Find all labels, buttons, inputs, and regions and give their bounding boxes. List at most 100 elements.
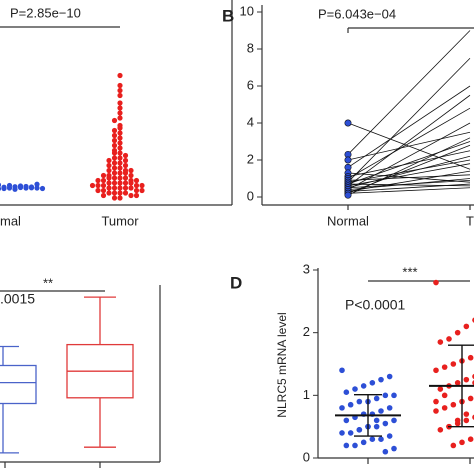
y-tick-label: 8: [247, 40, 254, 55]
point: [111, 150, 118, 156]
point: [39, 185, 46, 192]
point: [117, 100, 123, 106]
point: [386, 373, 393, 380]
x-tick-label: mal: [0, 213, 21, 228]
point: [17, 183, 24, 189]
point: [378, 408, 384, 414]
y-tick-label: 2: [247, 151, 254, 166]
point: [100, 187, 107, 194]
point: [100, 182, 107, 189]
point: [111, 170, 118, 176]
point: [139, 187, 145, 194]
panel-letter: D: [230, 273, 242, 292]
point: [441, 405, 448, 411]
point: [111, 155, 118, 161]
significance: ***: [402, 264, 417, 279]
point: [106, 167, 112, 174]
point: [117, 110, 123, 116]
point: [391, 392, 397, 399]
point: [382, 448, 389, 455]
y-tick-label: 3: [303, 261, 310, 276]
point: [117, 135, 123, 141]
point: [133, 182, 140, 189]
point: [1, 184, 7, 190]
point: [382, 392, 389, 399]
p-value: .0015: [0, 291, 35, 307]
point: [133, 177, 140, 184]
point: [117, 92, 123, 99]
point: [111, 185, 118, 191]
point: [454, 329, 461, 336]
point: [467, 436, 474, 443]
pair-line: [347, 94, 471, 187]
pair-line: [347, 187, 471, 194]
point: [433, 398, 439, 405]
point: [111, 117, 118, 124]
y-tick-label: 0: [303, 449, 310, 464]
point: [100, 172, 107, 179]
point: [437, 386, 444, 392]
point: [34, 185, 40, 191]
point: [117, 82, 123, 89]
point: [339, 367, 345, 374]
point: [391, 445, 397, 452]
pair-line: [347, 163, 471, 187]
point: [117, 175, 123, 181]
point: [463, 376, 470, 383]
x-tick-label: T: [466, 213, 474, 228]
pair-line: [347, 170, 471, 192]
point: [106, 162, 112, 169]
pair-line: [347, 137, 471, 196]
pair-line: [347, 107, 471, 179]
point: [117, 72, 123, 79]
point: [139, 182, 145, 189]
p-value: P=6.043e−04: [318, 6, 396, 21]
pair-line: [347, 30, 471, 155]
point: [111, 180, 118, 186]
point: [343, 442, 350, 449]
point: [360, 383, 367, 389]
point: [117, 180, 123, 186]
significance: **: [43, 275, 53, 290]
y-tick-label: 2: [303, 324, 310, 339]
point: [133, 192, 140, 199]
panel-letter: B: [222, 6, 234, 25]
point: [459, 439, 465, 446]
point: [128, 185, 134, 191]
box: [0, 364, 37, 405]
y-tick-label: 0: [247, 188, 254, 203]
point: [382, 420, 389, 427]
point: [133, 187, 140, 194]
point: [386, 433, 393, 439]
p-value: P<0.0001: [345, 297, 406, 313]
point: [0, 186, 2, 191]
point: [106, 185, 112, 191]
point: [111, 127, 118, 134]
point: [12, 184, 18, 190]
point: [111, 132, 118, 139]
point: [454, 417, 461, 424]
point: [344, 156, 352, 164]
point: [117, 195, 123, 201]
point: [117, 125, 123, 131]
point: [454, 380, 461, 386]
point: [450, 361, 457, 367]
point: [111, 195, 118, 201]
point: [360, 439, 367, 446]
point: [117, 145, 123, 151]
point: [352, 386, 358, 392]
point: [23, 183, 29, 190]
point: [339, 430, 345, 436]
point: [463, 411, 470, 417]
point: [128, 180, 134, 186]
point: [117, 115, 123, 121]
point: [441, 392, 448, 399]
pair-line: [347, 150, 471, 178]
point: [433, 279, 439, 286]
pair-line: [347, 122, 471, 190]
point: [117, 165, 123, 171]
point: [111, 190, 118, 196]
y-tick-label: 4: [247, 114, 254, 129]
point: [128, 192, 134, 199]
point: [128, 167, 134, 174]
